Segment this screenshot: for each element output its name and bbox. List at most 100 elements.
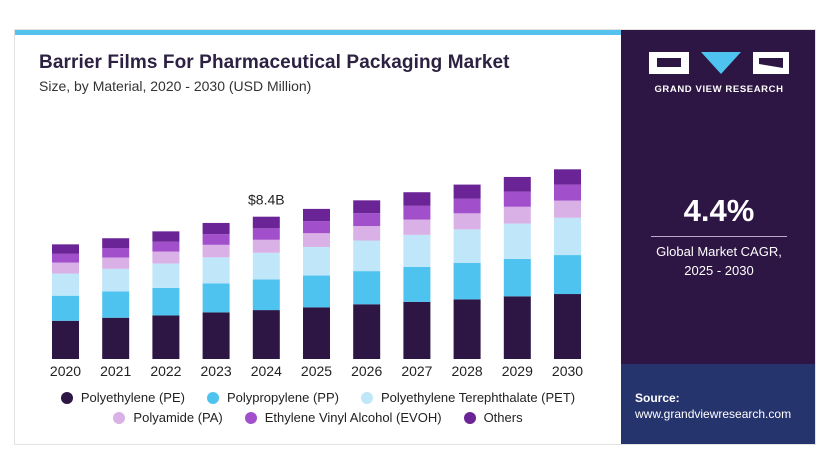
bar-segment <box>52 295 79 321</box>
legend-swatch <box>463 411 476 424</box>
bar-segment <box>252 216 280 229</box>
x-tick-label: 2030 <box>552 363 583 379</box>
bar-segment <box>554 294 581 359</box>
bar-segment <box>503 296 531 359</box>
bar-segment <box>303 221 330 234</box>
bar-segment <box>152 263 180 288</box>
grand-view-research-logo <box>649 52 789 74</box>
bar-segment <box>554 255 581 295</box>
bar-segment <box>202 257 230 284</box>
bar-segment <box>503 206 531 224</box>
cagr-label-line1: Global Market CAGR, <box>656 244 782 259</box>
bar-segment <box>252 228 280 240</box>
bar-segment <box>102 268 130 292</box>
cagr-label: Global Market CAGR, 2025 - 2030 <box>621 242 815 280</box>
bar-segment <box>202 283 230 313</box>
source-label: Source: <box>635 391 680 405</box>
bar-segment <box>453 229 481 264</box>
legend-item: Others <box>463 410 523 425</box>
x-tick-label: 2024 <box>251 363 282 379</box>
bar-segment <box>202 244 230 258</box>
bar-segment <box>152 231 180 242</box>
bar-segment <box>503 258 531 297</box>
x-tick-label: 2026 <box>351 363 382 379</box>
source-url[interactable]: www.grandviewresearch.com <box>635 407 792 421</box>
chart-title: Barrier Films For Pharmaceutical Packagi… <box>39 52 510 73</box>
legend-swatch <box>206 391 219 404</box>
bar-segment <box>202 222 230 235</box>
source-footer: Source: www.grandviewresearch.com <box>621 364 815 444</box>
bar-segment <box>152 287 180 316</box>
x-tick-label: 2020 <box>50 363 81 379</box>
value-annotation: $8.4B <box>248 192 285 208</box>
bar-segment <box>403 234 431 267</box>
chart-subtitle: Size, by Material, 2020 - 2030 (USD Mill… <box>39 78 312 94</box>
stacked-bar-chart: 2020 2021 2022 2023 2024 2025 2026 2027 2028 2029… <box>50 169 583 379</box>
bar-segment <box>503 223 531 259</box>
bar-segment <box>554 169 581 185</box>
bar-segment <box>303 246 330 276</box>
bar-segment <box>52 253 79 263</box>
accent-bar <box>15 30 621 35</box>
legend-swatch <box>113 411 126 424</box>
bar-segment <box>202 234 230 245</box>
bar-segment <box>303 307 330 359</box>
bar-segment <box>353 213 381 227</box>
source-block: Source: www.grandviewresearch.com <box>635 390 791 422</box>
x-tick-label: 2027 <box>401 363 432 379</box>
legend-item: Polyethylene (PE) <box>60 390 185 405</box>
legend-swatch <box>60 391 73 404</box>
legend-label: Polypropylene (PP) <box>226 390 339 405</box>
legend-label: Polyethylene (PE) <box>80 390 185 405</box>
chart-card: Barrier Films For Pharmaceutical Packagi… <box>14 29 816 445</box>
bar-segment <box>453 184 481 199</box>
bar-segment <box>52 262 79 274</box>
bar-segment <box>303 233 330 247</box>
bar-segment <box>52 273 79 296</box>
cagr-label-line2: 2025 - 2030 <box>684 263 754 278</box>
x-tick-label: 2029 <box>502 363 533 379</box>
bar-segment <box>252 310 280 359</box>
legend-item: Ethylene Vinyl Alcohol (EVOH) <box>244 410 442 425</box>
bar-segment <box>554 184 581 201</box>
bar-segment <box>152 315 180 359</box>
cagr-value: 4.4% <box>683 193 755 228</box>
legend-row: Polyamide (PA) Ethylene Vinyl Alcohol (EV… <box>15 410 621 425</box>
legend-label: Polyethylene Terephthalate (PET) <box>380 390 576 405</box>
legend-label: Others <box>483 410 523 425</box>
legend-swatch <box>244 411 257 424</box>
bar-segment <box>252 239 280 253</box>
bar-segment <box>102 238 130 249</box>
bar-segment <box>52 244 79 254</box>
bar-segment <box>554 217 581 256</box>
bar-segment <box>403 205 431 220</box>
brand-name: GRAND VIEW RESEARCH <box>654 84 784 95</box>
x-tick-label: 2021 <box>100 363 131 379</box>
bar-segment <box>303 275 330 308</box>
bar-segment <box>554 200 581 218</box>
bar-segment <box>503 176 531 192</box>
bar-segment <box>353 226 381 241</box>
bar-segment <box>453 213 481 230</box>
sidebar-panel: GRAND VIEW RESEARCH 4.4% Global Market C… <box>621 30 815 444</box>
legend-swatch <box>360 391 373 404</box>
legend-label: Ethylene Vinyl Alcohol (EVOH) <box>264 410 442 425</box>
bar-segment <box>152 241 180 252</box>
bar-segment <box>453 299 481 359</box>
bar-segment <box>252 252 280 280</box>
bar-segment <box>403 192 431 206</box>
bar-segment <box>102 248 130 258</box>
legend-item: Polyamide (PA) <box>113 410 223 425</box>
bar-segment <box>403 266 431 302</box>
bar-segment <box>52 320 79 359</box>
legend-row: Polyethylene (PE) Polypropylene (PP) Polye… <box>15 390 621 405</box>
chart-legend: Polyethylene (PE) Polypropylene (PP) Polye… <box>15 390 621 430</box>
legend-item: Polyethylene Terephthalate (PET) <box>360 390 576 405</box>
bar-segment <box>403 301 431 359</box>
bar-segment <box>102 291 130 318</box>
bar-segment <box>102 257 130 269</box>
bar-segment <box>453 263 481 300</box>
legend-item: Polypropylene (PP) <box>206 390 339 405</box>
x-tick-label: 2022 <box>150 363 181 379</box>
bar-segment <box>252 279 280 311</box>
